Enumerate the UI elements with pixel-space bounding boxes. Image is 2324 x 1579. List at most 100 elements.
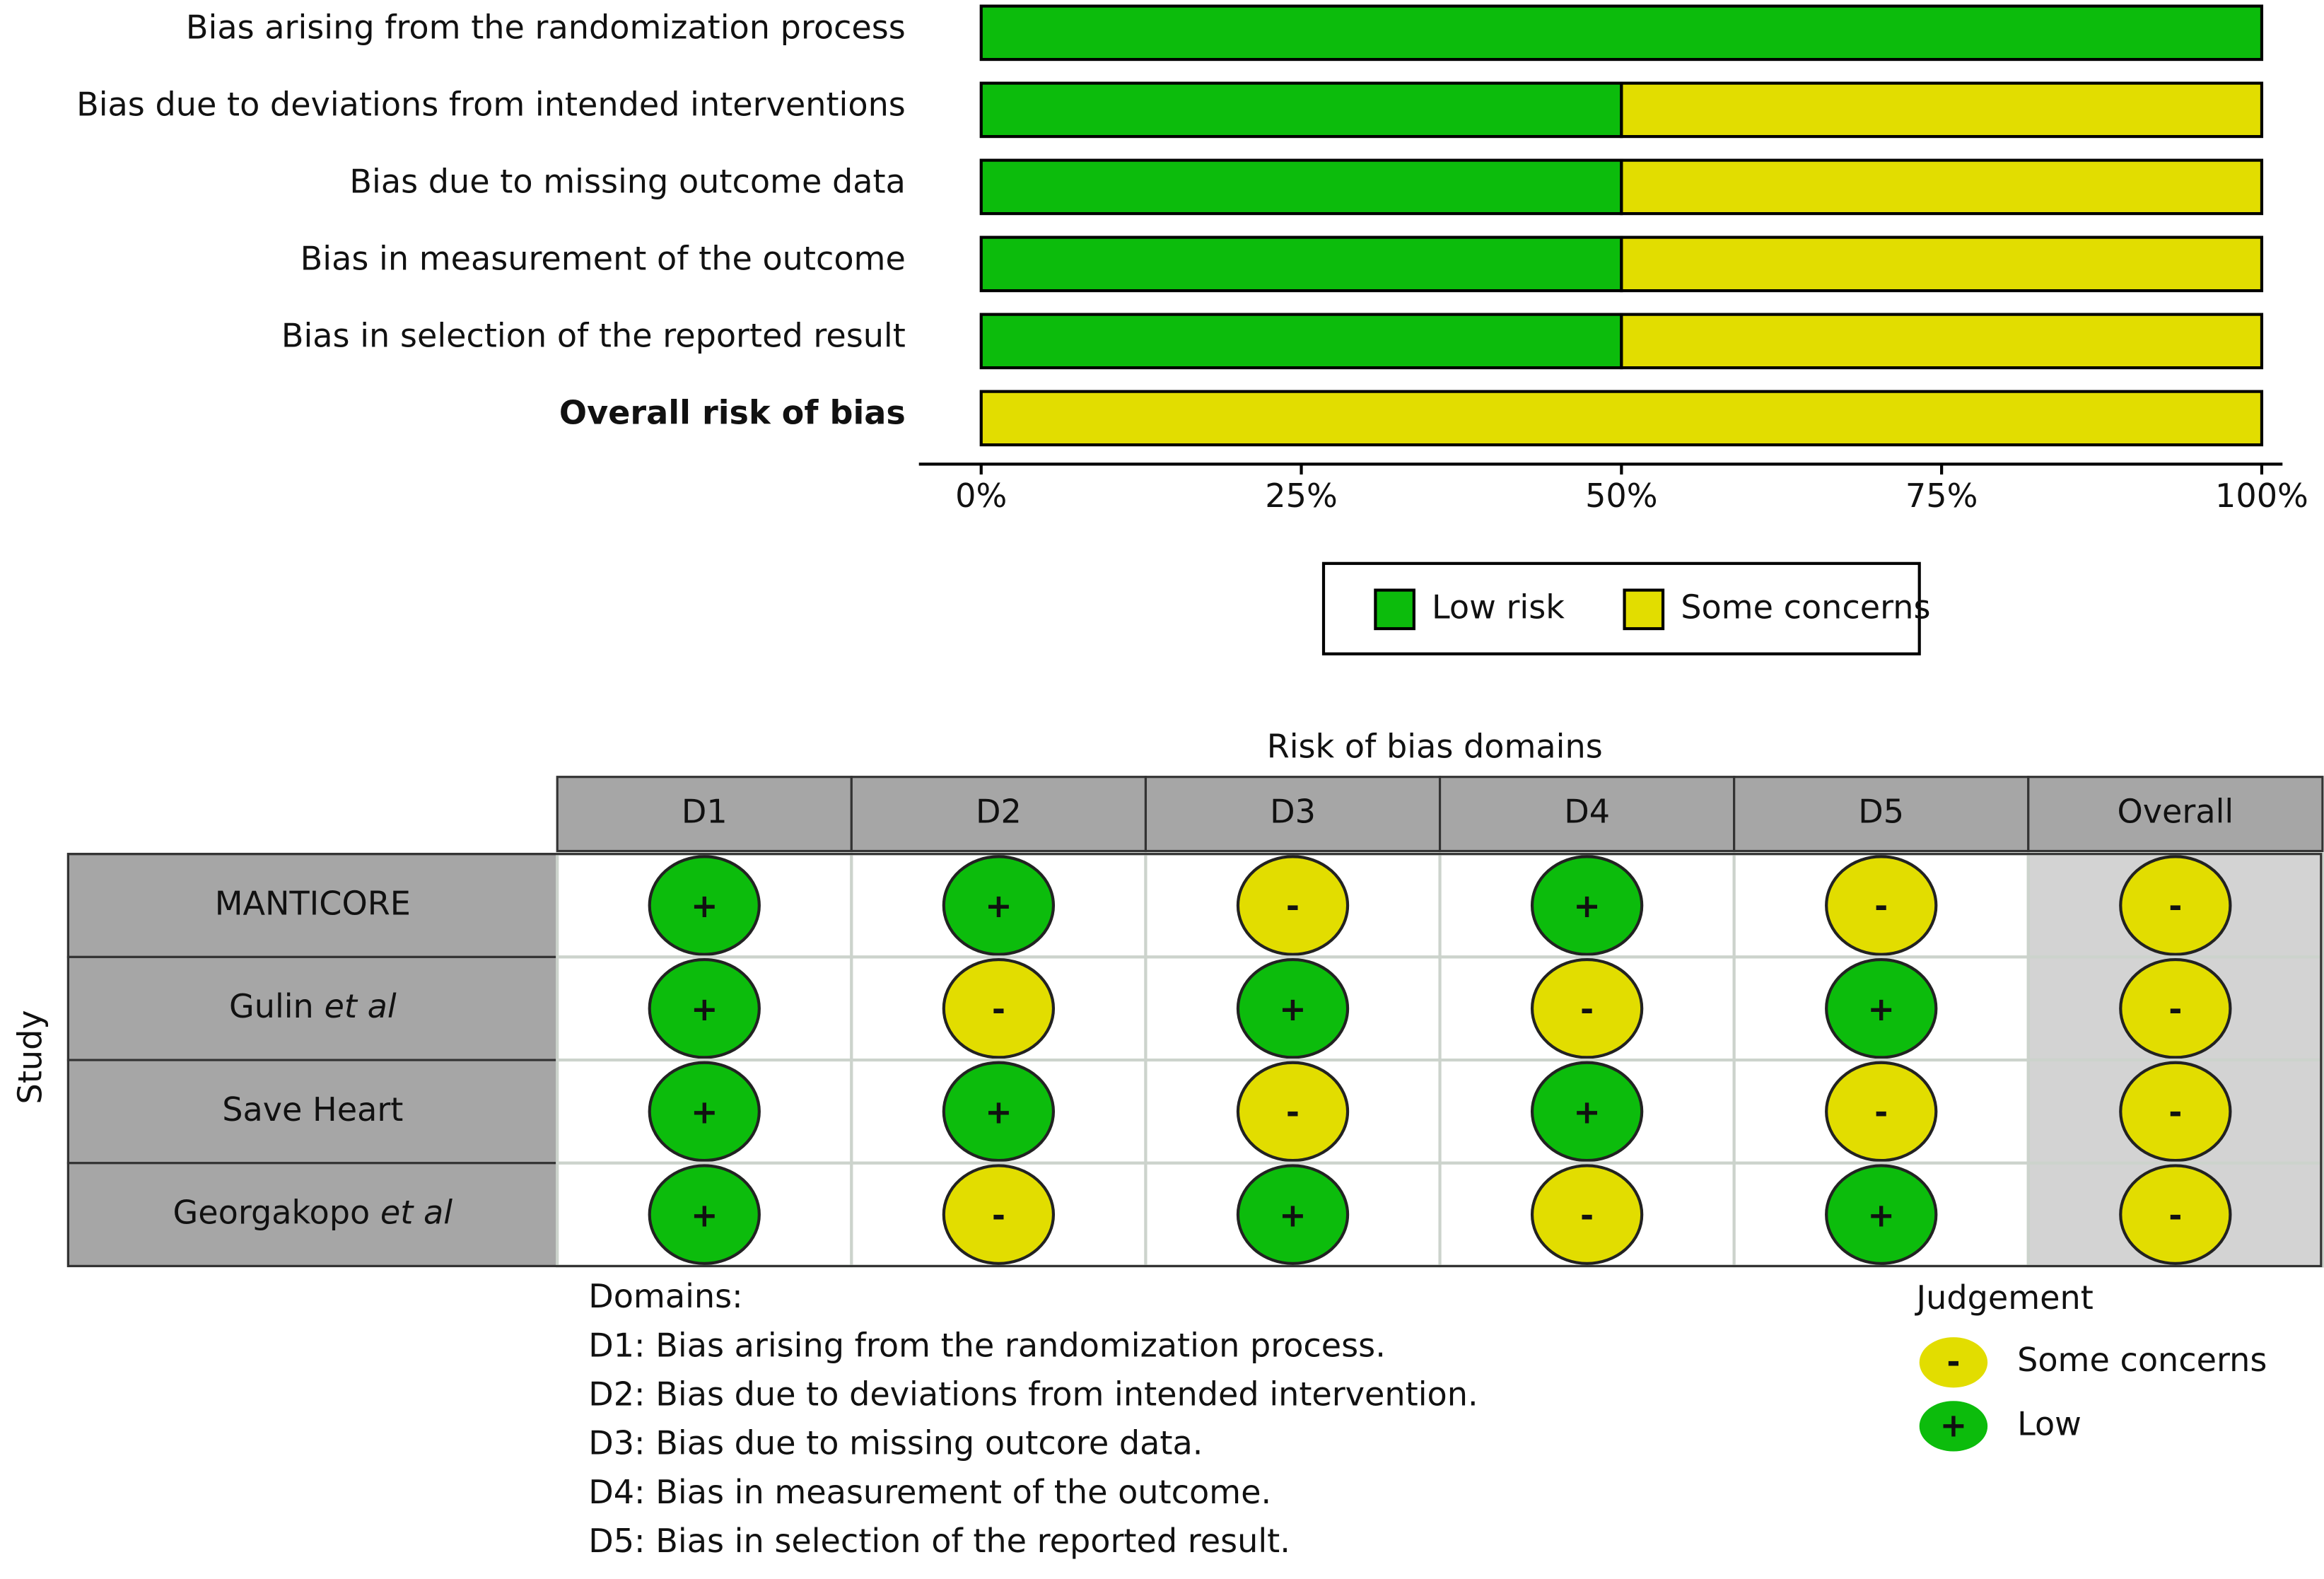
row-header-cell (66, 853, 559, 958)
judgement-dot (2119, 957, 2232, 1059)
judgement-symbol: - (2168, 887, 2182, 925)
column-header: D2 (976, 793, 1022, 831)
note: D2: Bias due to deviations from intended… (588, 1375, 1478, 1413)
row-label: MANTICORE (215, 884, 411, 922)
judgement-symbol: + (691, 1093, 718, 1131)
row-name: Gulin (229, 987, 314, 1025)
row-name-italic: et al (380, 1193, 452, 1231)
legend-symbol: - (1946, 1342, 1960, 1380)
row-name-italic: et al (324, 987, 396, 1025)
judgement-symbol: - (992, 1196, 1005, 1234)
column-header: D4 (1564, 793, 1610, 831)
judgement-symbol: + (691, 887, 718, 925)
y-label: Study (11, 1010, 49, 1104)
row-header-cell (66, 1059, 559, 1165)
bar-segment (1620, 81, 2264, 139)
judgement-symbol: + (691, 990, 718, 1028)
judgement-dot (648, 1164, 761, 1265)
judgement-symbol: + (1279, 990, 1307, 1028)
judgement-dot (1236, 855, 1350, 956)
judgement-dot (1825, 957, 1938, 1059)
legend-label: Low risk (1432, 588, 1565, 626)
judgement-dot (648, 855, 761, 956)
bar-segment (979, 4, 2264, 62)
judgement-symbol: - (992, 990, 1005, 1028)
legend-label: Some concerns (2017, 1341, 2267, 1379)
judgement-dot (942, 1061, 1056, 1163)
category-label: Bias due to missing outcome data (349, 163, 905, 201)
judgement-dot (648, 1061, 761, 1163)
column-header: D3 (1270, 793, 1316, 831)
legend-title: Judgement (1915, 1278, 2094, 1317)
bar-segment (979, 235, 1623, 293)
header-cell (2027, 776, 2324, 853)
judgement-symbol: + (1573, 887, 1601, 925)
judgement-symbol: + (1279, 1196, 1307, 1234)
judgement-dot (1825, 1164, 1938, 1265)
judgement-dot (1825, 855, 1938, 956)
judgement-symbol: + (691, 1196, 718, 1234)
judgement-dot (942, 1164, 1056, 1265)
judgement-symbol: - (1580, 1196, 1594, 1234)
judgement-symbol: + (1867, 1196, 1895, 1234)
judgement-dot (1530, 1164, 1644, 1265)
note: D5: Bias in selection of the reported re… (588, 1522, 1290, 1560)
header-cell (1438, 776, 1736, 853)
judgement-dot (1530, 1061, 1644, 1163)
table-title: Risk of bias domains (1267, 727, 1603, 765)
bar-segment (979, 81, 1623, 139)
judgement-symbol: + (985, 887, 1012, 925)
column-header: Overall (2117, 793, 2234, 831)
judgement-dot (2119, 1061, 2232, 1163)
x-tick-label: 25% (1265, 477, 1337, 515)
judgement-symbol: - (1580, 990, 1594, 1028)
note: D3: Bias due to missing outcore data. (588, 1424, 1203, 1462)
row-label: Save Heart (222, 1090, 403, 1128)
judgement-dot (1530, 957, 1644, 1059)
judgement-dot (1530, 855, 1644, 956)
legend-box (1321, 561, 1921, 656)
note: D4: Bias in measurement of the outcome. (588, 1473, 1271, 1511)
bar-segment (1620, 313, 2264, 370)
bar-segment (979, 390, 2264, 447)
judgement-symbol: - (2168, 990, 2182, 1028)
category-label: Overall risk of bias (559, 394, 906, 432)
row-label: Gulin et al (229, 987, 397, 1025)
judgement-symbol: - (1286, 887, 1300, 925)
bar-segment (979, 158, 1623, 216)
judgement-symbol: - (2168, 1196, 2182, 1234)
column-header: D5 (1858, 793, 1904, 831)
judgement-dot (2119, 1164, 2232, 1265)
legend-swatch (1374, 588, 1415, 631)
legend-label: Low (2017, 1404, 2081, 1443)
x-tick-label: 50% (1585, 477, 1658, 515)
judgement-symbol: - (1286, 1093, 1300, 1131)
judgement-dot (1825, 1061, 1938, 1163)
category-label: Bias arising from the randomization proc… (186, 8, 906, 47)
judgement-dot (942, 957, 1056, 1059)
bar-segment (979, 313, 1623, 370)
judgement-symbol: + (1573, 1093, 1601, 1131)
x-tick-label: 0% (955, 477, 1007, 515)
row-header-cell (66, 955, 559, 1061)
legend-label: Some concerns (1681, 588, 1930, 626)
row-name: Georgakopo (173, 1193, 370, 1231)
legend-dot (1919, 1401, 1988, 1452)
category-label: Bias due to deviations from intended int… (76, 86, 906, 124)
legend-swatch (1623, 588, 1665, 631)
x-tick-label: 100% (2215, 477, 2308, 515)
header-cell (1144, 776, 1442, 853)
judgement-symbol: + (1867, 990, 1895, 1028)
judgement-dot (1236, 957, 1350, 1059)
judgement-dot (1236, 1061, 1350, 1163)
notes-title: Domains: (588, 1277, 742, 1315)
judgement-dot (942, 855, 1056, 956)
bar-segment (1620, 235, 2264, 293)
judgement-dot (1236, 1164, 1350, 1265)
header-cell (1733, 776, 2030, 853)
category-label: Bias in selection of the reported result (281, 317, 906, 355)
row-name: MANTICORE (215, 884, 411, 922)
column-header: D1 (682, 793, 728, 831)
